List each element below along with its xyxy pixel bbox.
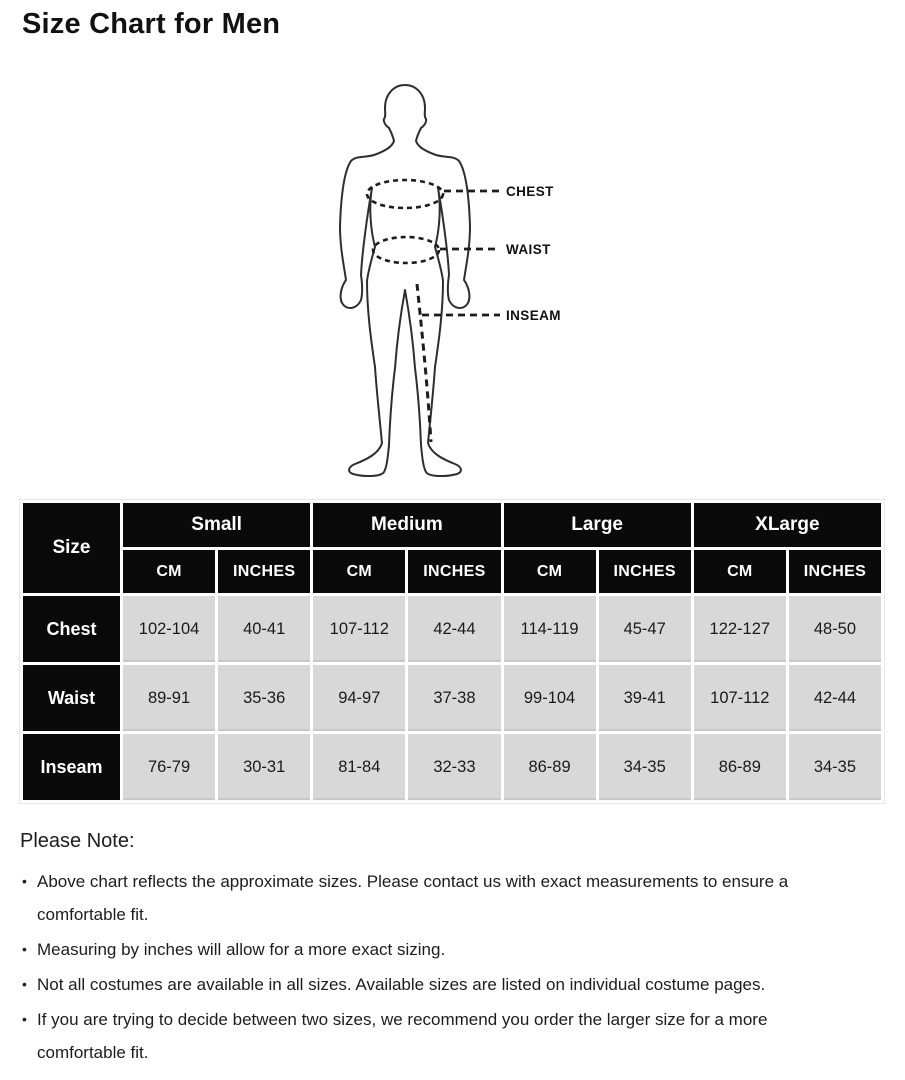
cell-waist-medium-cm: 94-97	[313, 665, 406, 731]
row-label-inseam: Inseam	[23, 734, 120, 800]
table-row-chest: Chest 102-104 40-41 107-112 42-44 114-11…	[23, 596, 881, 662]
unit-header-inches: INCHES	[408, 550, 501, 593]
chest-label: CHEST	[506, 184, 554, 199]
waist-measure-ellipse	[371, 235, 441, 265]
inseam-label: INSEAM	[506, 308, 561, 323]
cell-inseam-xlarge-inches: 34-35	[788, 734, 881, 800]
unit-header-inches: INCHES	[598, 550, 691, 593]
cell-chest-xlarge-inches: 48-50	[788, 596, 881, 662]
chest-measure-ellipse	[365, 178, 445, 210]
page-title: Size Chart for Men	[22, 8, 281, 40]
unit-header-cm: CM	[503, 550, 596, 593]
group-header-large: Large	[503, 503, 691, 547]
waist-label: WAIST	[506, 242, 551, 257]
note-item-between-sizes: If you are trying to decide between two …	[20, 1003, 860, 1069]
cell-waist-large-inches: 39-41	[598, 665, 691, 731]
unit-header-cm: CM	[313, 550, 406, 593]
note-item-availability: Not all costumes are available in all si…	[20, 968, 860, 1001]
note-item-approximate-sizes: Above chart reflects the approximate siz…	[20, 865, 860, 931]
size-corner-header: Size	[23, 503, 120, 593]
cell-inseam-xlarge-cm: 86-89	[693, 734, 786, 800]
group-header-medium: Medium	[313, 503, 501, 547]
cell-chest-small-inches: 40-41	[218, 596, 311, 662]
cell-waist-xlarge-cm: 107-112	[693, 665, 786, 731]
body-figure-svg: CHEST WAIST INSEAM	[339, 84, 561, 478]
row-label-chest: Chest	[23, 596, 120, 662]
group-header-xlarge: XLarge	[693, 503, 881, 547]
notes-list: Above chart reflects the approximate siz…	[20, 865, 860, 1069]
cell-inseam-medium-cm: 81-84	[313, 734, 406, 800]
cell-chest-small-cm: 102-104	[123, 596, 216, 662]
cell-chest-xlarge-cm: 122-127	[693, 596, 786, 662]
cell-chest-large-cm: 114-119	[503, 596, 596, 662]
cell-waist-small-cm: 89-91	[123, 665, 216, 731]
table-row-waist: Waist 89-91 35-36 94-97 37-38 99-104 39-…	[23, 665, 881, 731]
cell-inseam-small-cm: 76-79	[123, 734, 216, 800]
note-item-measuring-inches: Measuring by inches will allow for a mor…	[20, 933, 860, 966]
unit-header-inches: INCHES	[218, 550, 311, 593]
cell-inseam-large-cm: 86-89	[503, 734, 596, 800]
body-measurement-diagram: CHEST WAIST INSEAM	[330, 78, 620, 493]
cell-chest-medium-inches: 42-44	[408, 596, 501, 662]
cell-inseam-small-inches: 30-31	[218, 734, 311, 800]
body-outline	[339, 84, 471, 478]
cell-waist-medium-inches: 37-38	[408, 665, 501, 731]
cell-waist-small-inches: 35-36	[218, 665, 311, 731]
cell-inseam-medium-inches: 32-33	[408, 734, 501, 800]
cell-waist-xlarge-inches: 42-44	[788, 665, 881, 731]
cell-inseam-large-inches: 34-35	[598, 734, 691, 800]
row-label-waist: Waist	[23, 665, 120, 731]
group-header-small: Small	[123, 503, 311, 547]
table-row-inseam: Inseam 76-79 30-31 81-84 32-33 86-89 34-…	[23, 734, 881, 800]
cell-chest-medium-cm: 107-112	[313, 596, 406, 662]
notes-heading: Please Note:	[20, 830, 135, 852]
size-chart-table: Size Small Medium Large XLarge CM INCHES…	[19, 499, 885, 804]
cell-chest-large-inches: 45-47	[598, 596, 691, 662]
cell-waist-large-cm: 99-104	[503, 665, 596, 731]
unit-header-inches: INCHES	[788, 550, 881, 593]
inseam-measure-line	[415, 283, 433, 443]
unit-header-cm: CM	[123, 550, 216, 593]
unit-header-cm: CM	[693, 550, 786, 593]
notes-section: Please Note: Above chart reflects the ap…	[20, 830, 868, 1071]
